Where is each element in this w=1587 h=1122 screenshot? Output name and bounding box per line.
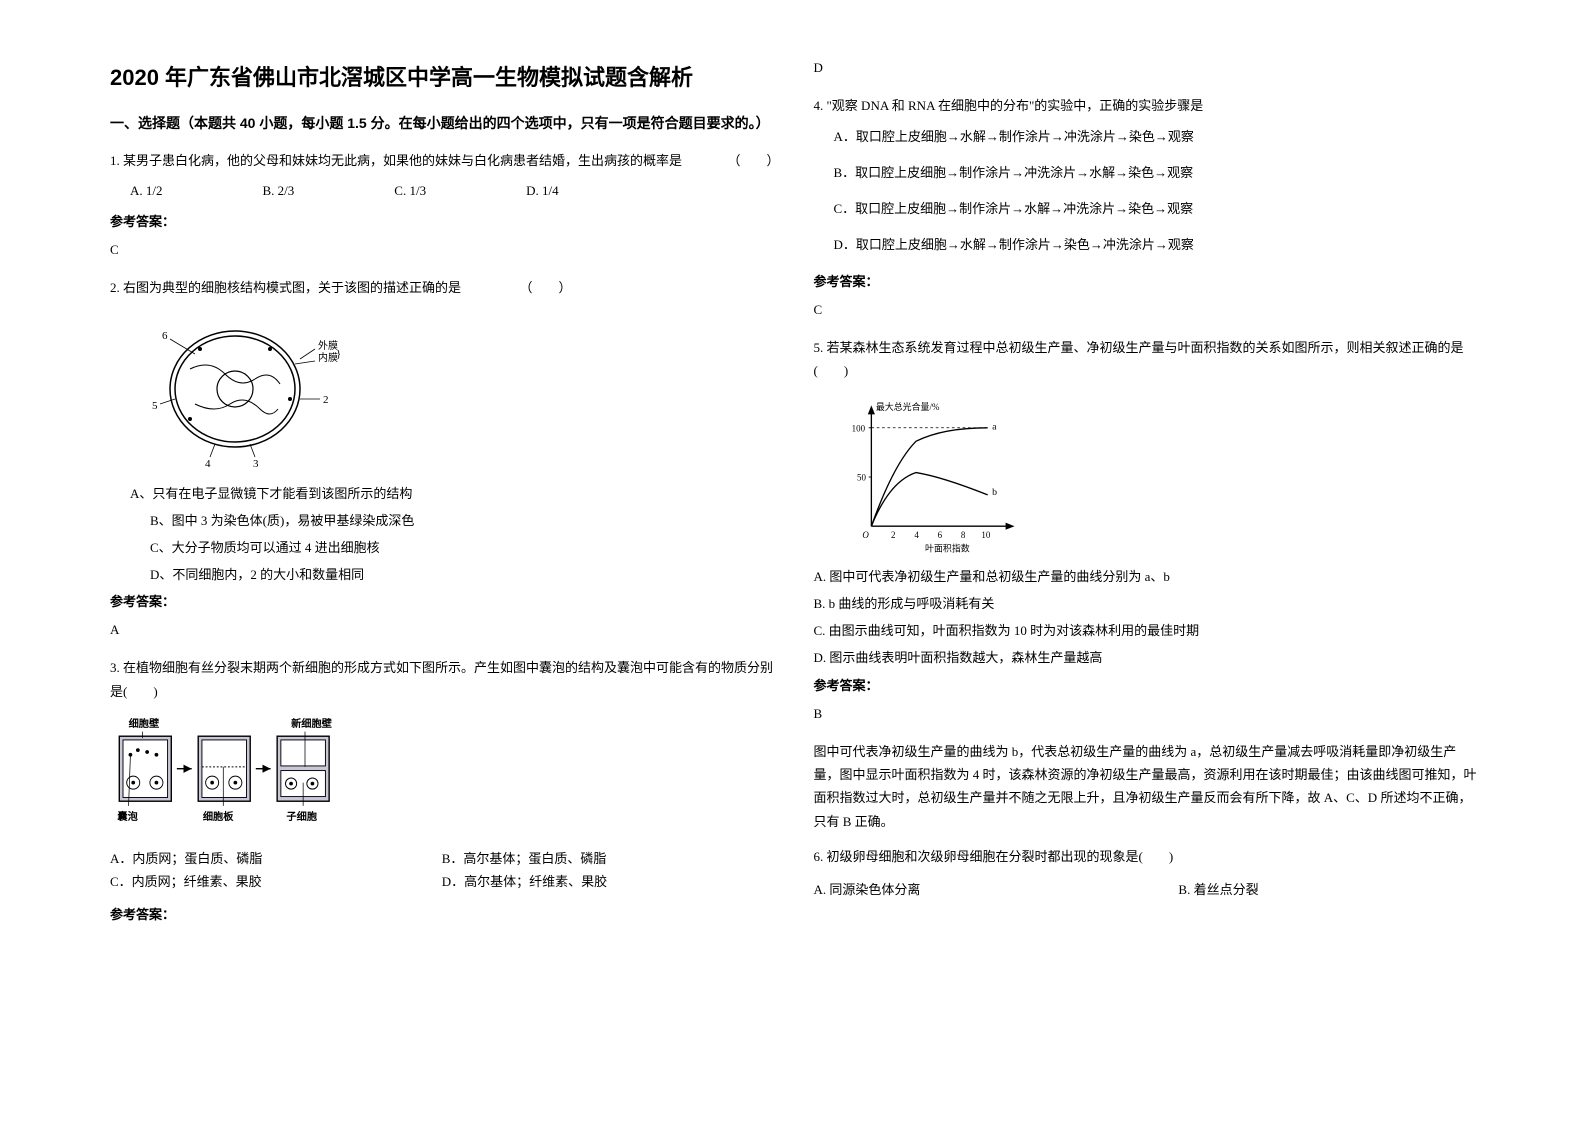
q3-plant-cell-diagram: 细胞壁 新细胞壁	[110, 713, 774, 848]
q6-option-a: A. 同源染色体分离	[814, 879, 1179, 898]
section-header: 一、选择题（本题共 40 小题，每小题 1.5 分。在每小题给出的四个选项中，只…	[110, 112, 774, 134]
svg-text:4: 4	[205, 458, 211, 469]
question-4-text: 4. "观察 DNA 和 RNA 在细胞中的分布"的实验中，正确的实验步骤是	[814, 94, 1478, 117]
q5-explanation: 图中可代表净初级生产量的曲线为 b，代表总初级生产量的曲线为 a，总初级生产量减…	[814, 740, 1478, 834]
svg-text:50: 50	[857, 473, 866, 483]
q3-option-d: D．高尔基体；纤维素、果胶	[442, 871, 774, 890]
q2-option-c: C、大分子物质均可以通过 4 进出细胞核	[110, 538, 774, 559]
q3-option-a: A．内质网；蛋白质、磷脂	[110, 848, 442, 867]
q5-chart: 最大总光合量/% 100 50 O 2 4 6 8 10 叶面积指数 a b	[814, 392, 1478, 567]
q5-option-c: C. 由图示曲线可知，叶面积指数为 10 时为对该森林利用的最佳时期	[814, 621, 1478, 642]
q1-option-c: C. 1/3	[394, 183, 426, 199]
q5-answer: B	[814, 706, 1478, 722]
q4-answer: C	[814, 302, 1478, 318]
question-6-options: A. 同源染色体分离 B. 着丝点分裂	[814, 879, 1478, 898]
svg-text:细胞壁: 细胞壁	[129, 717, 160, 730]
q2-option-a: A、只有在电子显微镜下才能看到该图所示的结构	[110, 484, 774, 505]
question-3-options: A．内质网；蛋白质、磷脂 B．高尔基体；蛋白质、磷脂 C．内质网；纤维素、果胶 …	[110, 848, 774, 894]
q2-cell-nucleus-diagram: 6 外膜 内膜 } 1 2 3 4 5	[140, 309, 774, 474]
svg-text:最大总光合量/%: 最大总光合量/%	[875, 401, 939, 412]
q3-answer: D	[814, 60, 1478, 76]
question-1-options: A. 1/2 B. 2/3 C. 1/3 D. 1/4	[110, 183, 774, 199]
q4-option-b: B．取口腔上皮细胞→制作涂片→冲洗涂片→水解→染色→观察	[814, 163, 1478, 184]
q2-answer: A	[110, 622, 774, 638]
q6-option-b: B. 着丝点分裂	[1178, 879, 1258, 898]
q5-option-d: D. 图示曲线表明叶面积指数越大，森林生产量越高	[814, 648, 1478, 669]
svg-text:a: a	[992, 422, 997, 433]
q4-answer-label: 参考答案：	[814, 271, 1478, 290]
svg-text:3: 3	[253, 458, 259, 469]
q1-answer: C	[110, 242, 774, 258]
svg-text:6: 6	[937, 530, 942, 540]
svg-text:5: 5	[152, 400, 158, 412]
q5-option-a: A. 图中可代表净初级生产量和总初级生产量的曲线分别为 a、b	[814, 567, 1478, 588]
svg-text:10: 10	[981, 530, 990, 540]
svg-text:8: 8	[960, 530, 965, 540]
svg-text:2: 2	[323, 394, 329, 406]
q3-option-c: C．内质网；纤维素、果胶	[110, 871, 442, 890]
svg-text:叶面积指数: 叶面积指数	[925, 543, 970, 554]
svg-text:2: 2	[891, 530, 895, 540]
q2-option-d: D、不同细胞内，2 的大小和数量相同	[110, 565, 774, 586]
question-6-text: 6. 初级卵母细胞和次级卵母细胞在分裂时都出现的现象是( )	[814, 845, 1478, 868]
q5-option-b: B. b 曲线的形成与呼吸消耗有关	[814, 594, 1478, 615]
question-5-text: 5. 若某森林生态系统发育过程中总初级生产量、净初级生产量与叶面积指数的关系如图…	[814, 336, 1478, 383]
q1-option-b: B. 2/3	[263, 183, 295, 199]
svg-text:b: b	[992, 487, 997, 498]
svg-text:外膜: 外膜	[318, 340, 338, 352]
svg-text:内膜: 内膜	[318, 351, 338, 364]
question-1-text: 1. 某男子患白化病，他的父母和妹妹均无此病，如果他的妹妹与白化病患者结婚，生出…	[110, 149, 774, 172]
svg-text:囊泡: 囊泡	[116, 810, 138, 823]
q4-option-a: A．取口腔上皮细胞→水解→制作涂片→冲洗涂片→染色→观察	[814, 127, 1478, 148]
q5-answer-label: 参考答案：	[814, 675, 1478, 694]
q2-option-b: B、图中 3 为染色体(质)，易被甲基绿染成深色	[110, 511, 774, 532]
svg-text:6: 6	[162, 330, 168, 342]
svg-text:子细胞: 子细胞	[286, 810, 317, 823]
svg-text:4: 4	[914, 530, 919, 540]
q4-option-d: D．取口腔上皮细胞→水解→制作涂片→染色→冲洗涂片→观察	[814, 235, 1478, 256]
q1-option-a: A. 1/2	[130, 183, 163, 199]
q2-answer-label: 参考答案：	[110, 591, 774, 610]
q3-answer-label: 参考答案：	[110, 904, 774, 923]
q4-option-c: C．取口腔上皮细胞→制作涂片→水解→冲洗涂片→染色→观察	[814, 199, 1478, 220]
question-2-text: 2. 右图为典型的细胞核结构模式图，关于该图的描述正确的是 （ ）	[110, 276, 774, 299]
q3-option-b: B．高尔基体；蛋白质、磷脂	[442, 848, 774, 867]
document-title: 2020 年广东省佛山市北滘城区中学高一生物模拟试题含解析	[110, 60, 774, 92]
svg-text:细胞板: 细胞板	[203, 810, 234, 823]
svg-text:新细胞壁: 新细胞壁	[291, 717, 332, 730]
q1-option-d: D. 1/4	[526, 183, 559, 199]
q1-answer-label: 参考答案：	[110, 211, 774, 230]
svg-text:100: 100	[851, 424, 865, 434]
svg-text:O: O	[862, 530, 869, 540]
question-3-text: 3. 在植物细胞有丝分裂末期两个新细胞的形成方式如下图所示。产生如图中囊泡的结构…	[110, 656, 774, 703]
